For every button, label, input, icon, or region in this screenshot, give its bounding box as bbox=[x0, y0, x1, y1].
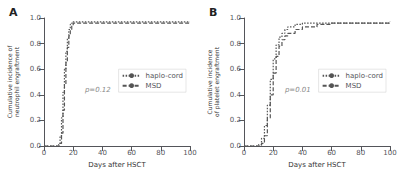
svg-text:1.0: 1.0 bbox=[230, 14, 241, 22]
svg-text:MSD: MSD bbox=[146, 82, 162, 90]
svg-text:Cumulative incidence: Cumulative incidence bbox=[206, 49, 213, 114]
svg-text:0.4: 0.4 bbox=[230, 91, 242, 99]
svg-text:0: 0 bbox=[42, 149, 46, 157]
svg-text:0.8: 0.8 bbox=[230, 40, 241, 48]
svg-text:MSD: MSD bbox=[346, 82, 362, 90]
svg-text:40: 40 bbox=[298, 149, 307, 157]
svg-text:20: 20 bbox=[69, 149, 78, 157]
svg-text:Days after HSCT: Days after HSCT bbox=[88, 161, 146, 169]
svg-text:60: 60 bbox=[327, 149, 336, 157]
svg-text:0.6: 0.6 bbox=[230, 65, 242, 73]
svg-text:0.2: 0.2 bbox=[30, 116, 41, 124]
svg-text:20: 20 bbox=[269, 149, 278, 157]
svg-text:0.2: 0.2 bbox=[230, 116, 241, 124]
svg-text:100: 100 bbox=[183, 149, 196, 157]
svg-text:B: B bbox=[209, 6, 217, 19]
svg-text:haplo-cord: haplo-cord bbox=[346, 72, 383, 80]
svg-text:0: 0 bbox=[242, 149, 246, 157]
svg-text:p=0.12: p=0.12 bbox=[84, 86, 111, 94]
svg-text:A: A bbox=[9, 6, 18, 19]
svg-text:40: 40 bbox=[98, 149, 107, 157]
svg-text:0.0: 0.0 bbox=[230, 142, 241, 150]
svg-text:80: 80 bbox=[356, 149, 365, 157]
svg-text:of platelet engraftment: of platelet engraftment bbox=[213, 46, 221, 117]
svg-text:p=0.01: p=0.01 bbox=[284, 86, 311, 94]
svg-text:60: 60 bbox=[127, 149, 136, 157]
svg-text:neutrophil engraftment: neutrophil engraftment bbox=[13, 46, 21, 117]
svg-text:haplo-cord: haplo-cord bbox=[146, 72, 183, 80]
svg-text:1.0: 1.0 bbox=[30, 14, 41, 22]
svg-text:100: 100 bbox=[383, 149, 396, 157]
svg-text:0.8: 0.8 bbox=[30, 40, 41, 48]
svg-text:Cumulative incidence of: Cumulative incidence of bbox=[6, 45, 13, 118]
svg-text:0.4: 0.4 bbox=[30, 91, 42, 99]
svg-text:Days after HSCT: Days after HSCT bbox=[288, 161, 346, 169]
svg-text:0.6: 0.6 bbox=[30, 65, 42, 73]
svg-text:80: 80 bbox=[156, 149, 165, 157]
svg-text:0.0: 0.0 bbox=[30, 142, 41, 150]
